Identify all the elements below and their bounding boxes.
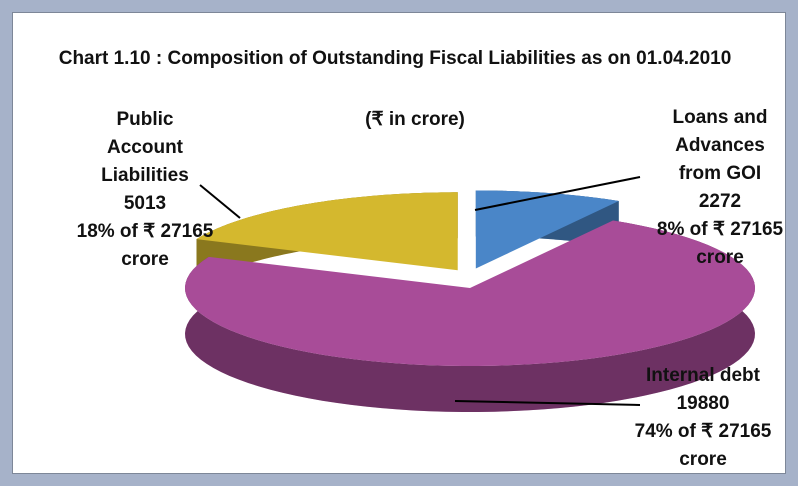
slice-side [185,220,755,412]
pie [185,190,755,412]
slice-share: 8% of ₹ 27165 crore [656,219,784,268]
slice-value: 5013 [123,193,167,214]
slice-name: Loans and Advances from GOI [672,107,768,184]
leader-line [454,400,641,406]
slice-name: Public Account Liabilities [101,109,189,186]
slice-label: Public Account Liabilities 5013 18% of ₹… [70,106,220,274]
chart-title: Chart 1.10 : Composition of Outstanding … [58,48,732,69]
slice-label: Loans and Advances from GOI 2272 8% of ₹… [655,104,785,272]
slice-name: Internal debt [645,365,760,386]
slice [185,220,755,366]
slice [475,190,619,269]
slice-share: 18% of ₹ 27165 crore [76,221,214,270]
slice-side-shade [185,220,755,412]
slice-value: 19880 [676,393,730,414]
leader-line [199,184,241,219]
slice-label: Internal debt 19880 74% of ₹ 27165 crore [618,362,788,474]
chart-subtitle: (₹ in crore) [365,109,465,130]
slice [196,192,458,271]
slice-value: 2272 [698,191,742,212]
leader-line [474,176,641,211]
slice-share: 74% of ₹ 27165 crore [634,421,772,470]
